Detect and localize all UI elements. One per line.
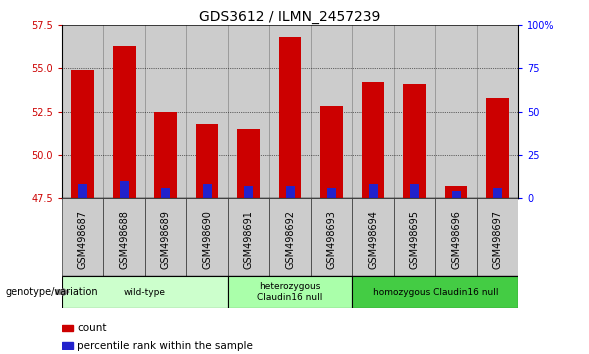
Text: heterozygous
Claudin16 null: heterozygous Claudin16 null xyxy=(257,282,323,302)
Title: GDS3612 / ILMN_2457239: GDS3612 / ILMN_2457239 xyxy=(200,10,380,24)
Bar xyxy=(145,198,186,276)
Text: GSM498688: GSM498688 xyxy=(119,210,129,269)
Bar xyxy=(362,82,385,198)
Text: GSM498692: GSM498692 xyxy=(285,210,295,269)
Text: GSM498694: GSM498694 xyxy=(368,210,378,269)
Bar xyxy=(103,198,145,276)
Bar xyxy=(410,184,419,198)
Bar xyxy=(244,186,253,198)
Bar xyxy=(103,25,145,198)
Bar xyxy=(477,198,518,276)
Bar xyxy=(161,188,170,198)
Text: GSM498693: GSM498693 xyxy=(326,210,336,269)
Bar xyxy=(311,25,352,198)
Text: wild-type: wild-type xyxy=(124,287,166,297)
Bar xyxy=(403,84,426,198)
Bar xyxy=(452,191,461,198)
Bar xyxy=(112,46,135,198)
Bar xyxy=(352,276,518,308)
Bar xyxy=(435,198,477,276)
Bar xyxy=(186,198,228,276)
Bar xyxy=(62,325,73,331)
Bar xyxy=(186,25,228,198)
Bar xyxy=(352,198,394,276)
Bar xyxy=(320,106,343,198)
Bar xyxy=(445,186,468,198)
Bar xyxy=(493,188,502,198)
Bar xyxy=(311,198,352,276)
Bar xyxy=(120,181,128,198)
Bar xyxy=(477,25,518,198)
Bar xyxy=(279,37,302,198)
Text: genotype/variation: genotype/variation xyxy=(6,287,98,297)
Bar xyxy=(352,25,394,198)
Text: GSM498691: GSM498691 xyxy=(244,210,254,269)
Bar xyxy=(62,342,73,349)
Bar xyxy=(327,188,336,198)
Bar xyxy=(228,276,352,308)
Bar xyxy=(369,184,378,198)
Bar xyxy=(394,198,435,276)
Text: GSM498695: GSM498695 xyxy=(409,210,419,269)
Bar xyxy=(203,184,211,198)
Text: GSM498690: GSM498690 xyxy=(202,210,212,269)
Bar xyxy=(435,25,477,198)
Bar xyxy=(78,184,87,198)
Text: homozygous Claudin16 null: homozygous Claudin16 null xyxy=(373,287,498,297)
Bar xyxy=(228,198,269,276)
Bar xyxy=(486,98,509,198)
Bar xyxy=(237,129,260,198)
Bar xyxy=(228,25,269,198)
Bar xyxy=(394,25,435,198)
Bar xyxy=(196,124,219,198)
Text: percentile rank within the sample: percentile rank within the sample xyxy=(77,341,253,350)
Bar xyxy=(71,70,94,198)
Bar xyxy=(145,25,186,198)
Bar xyxy=(62,276,228,308)
Text: GSM498696: GSM498696 xyxy=(451,210,461,269)
Text: GSM498697: GSM498697 xyxy=(492,210,502,269)
Bar xyxy=(269,198,311,276)
Text: GSM498689: GSM498689 xyxy=(161,210,171,269)
Bar xyxy=(62,198,103,276)
Text: count: count xyxy=(77,323,107,333)
Bar xyxy=(62,25,103,198)
Bar xyxy=(154,112,177,198)
Bar xyxy=(286,186,294,198)
Bar xyxy=(269,25,311,198)
Text: GSM498687: GSM498687 xyxy=(78,210,88,269)
